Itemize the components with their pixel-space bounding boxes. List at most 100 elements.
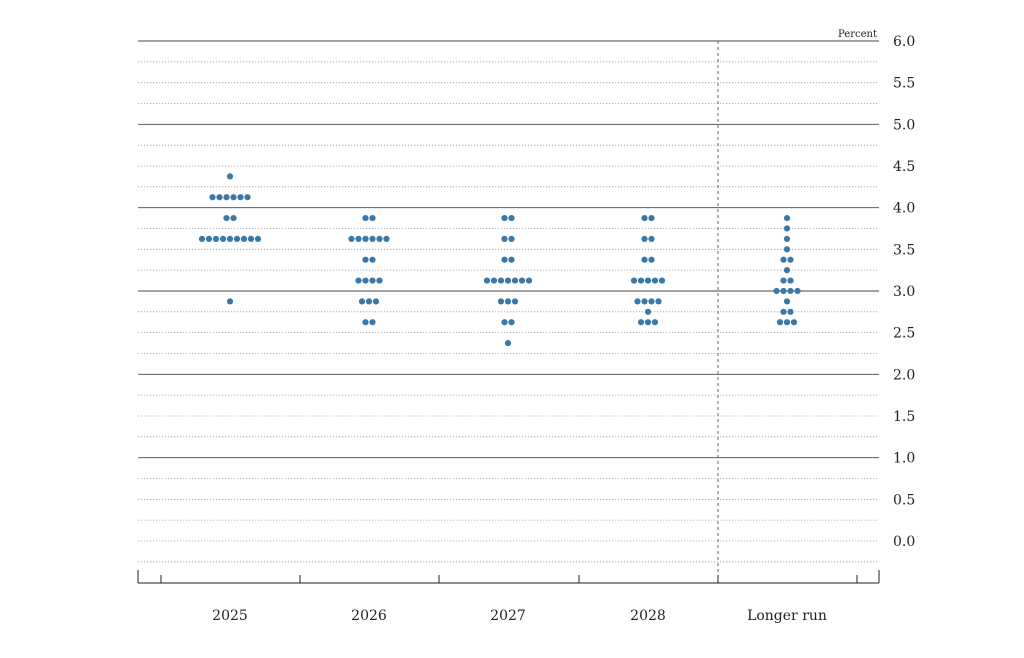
dot-marker (637, 277, 645, 284)
dot-marker (362, 319, 369, 326)
dot-marker (641, 298, 648, 305)
dot-marker (230, 214, 237, 222)
dot-marker (501, 319, 508, 326)
dot-marker (504, 298, 512, 305)
dot-marker (780, 277, 787, 284)
dot-marker (355, 235, 362, 243)
x-category-label: Longer run (747, 608, 827, 624)
dot-marker (358, 298, 366, 305)
dot-marker (508, 319, 515, 326)
dot-marker (648, 298, 655, 305)
dot-marker (369, 256, 376, 263)
dot-marker (787, 256, 794, 263)
dot-marker (780, 287, 787, 295)
dot-marker (223, 194, 230, 201)
x-category-label: 2027 (490, 608, 526, 624)
dot-marker (783, 267, 791, 274)
dot-marker (372, 298, 380, 305)
gridlines (138, 40, 879, 563)
dot-marker (630, 277, 638, 284)
y-tick-label: 4.5 (893, 159, 915, 175)
y-tick-label: 1.5 (893, 409, 915, 425)
dot-marker (226, 173, 234, 180)
dot-marker (365, 298, 373, 305)
y-tick-label: 0.0 (893, 534, 915, 550)
dot-marker (641, 256, 648, 263)
dot-marker (641, 214, 648, 222)
dot-marker (497, 277, 505, 284)
x-category-label: 2028 (630, 608, 666, 624)
x-axis (137, 570, 880, 584)
unit-label: Percent (838, 29, 877, 40)
dot-marker (369, 319, 376, 326)
dot-marker (205, 235, 213, 243)
y-tick-label: 6.0 (893, 34, 915, 50)
y-tick-label: 0.5 (893, 492, 915, 508)
dot-marker (247, 235, 255, 243)
dot-marker (783, 225, 791, 232)
dot-marker (637, 319, 645, 326)
dot-marker (254, 235, 262, 243)
dot-marker (490, 277, 498, 284)
dot-marker (634, 298, 641, 305)
dot-marker (362, 277, 369, 284)
dot-marker (776, 319, 784, 326)
dots-layer (198, 173, 801, 347)
dot-marker (362, 256, 369, 263)
dot-marker (219, 235, 227, 243)
y-tick-label: 3.5 (893, 242, 915, 258)
dot-marker (230, 194, 237, 201)
dot-marker (655, 298, 662, 305)
dot-marker (790, 319, 798, 326)
dot-marker (237, 194, 244, 201)
dot-marker (648, 214, 655, 222)
dot-marker (783, 214, 791, 222)
dot-marker (362, 235, 369, 243)
dot-marker (787, 308, 794, 315)
dot-marker (794, 287, 801, 295)
y-tick-label: 5.0 (893, 117, 915, 133)
dot-marker (497, 298, 505, 305)
dot-marker (780, 308, 787, 315)
dot-marker (240, 235, 248, 243)
dot-marker (780, 256, 787, 263)
y-tick-label: 5.5 (893, 76, 915, 92)
dot-marker (658, 277, 666, 284)
dot-marker (226, 298, 234, 305)
dot-marker (644, 319, 652, 326)
dot-marker (787, 277, 794, 284)
dot-marker (651, 319, 659, 326)
dot-marker (198, 235, 206, 243)
y-tick-label: 2.5 (893, 326, 915, 342)
dot-marker (644, 277, 652, 284)
dot-marker (226, 235, 234, 243)
dot-marker (501, 214, 508, 222)
dot-marker (511, 277, 519, 284)
dot-marker (787, 287, 794, 295)
dot-marker (376, 235, 383, 243)
dot-marker (504, 277, 512, 284)
dot-marker (783, 235, 791, 243)
y-tick-label: 1.0 (893, 451, 915, 467)
dot-marker (362, 214, 369, 222)
dot-marker (233, 235, 241, 243)
y-tick-label: 3.0 (893, 284, 915, 300)
dot-marker (651, 277, 659, 284)
dot-marker (508, 256, 515, 263)
dot-marker (383, 235, 390, 243)
dot-marker (209, 194, 216, 201)
dot-marker (212, 235, 220, 243)
dot-marker (773, 287, 780, 295)
dot-marker (783, 298, 791, 305)
dot-marker (376, 277, 383, 284)
dot-marker (504, 339, 512, 347)
dot-marker (648, 256, 655, 263)
dot-marker (348, 235, 355, 243)
y-axis-tick-labels: 0.0 0.5 1.0 1.5 2.0 2.5 3.0 3.5 4.0 4.5 5.0 5.5 6.0 (893, 34, 915, 550)
dot-marker (783, 319, 791, 326)
dot-marker (369, 235, 376, 243)
dot-marker (518, 277, 526, 284)
dot-marker (648, 235, 655, 243)
dot-marker (644, 308, 652, 315)
